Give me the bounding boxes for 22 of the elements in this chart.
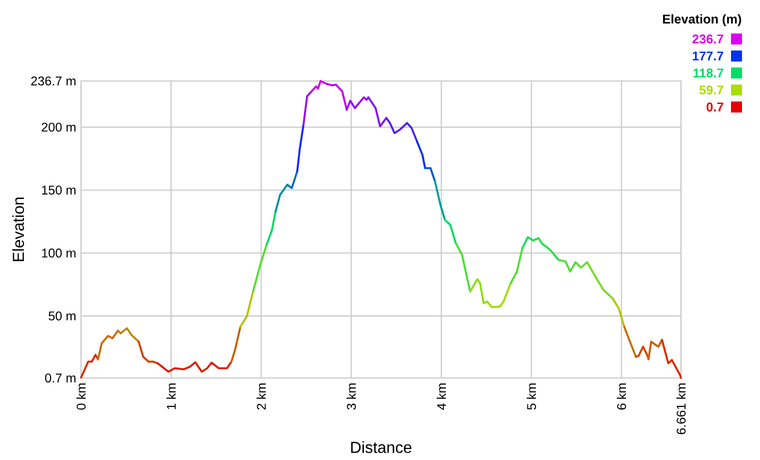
x-tick-label: 4 km bbox=[436, 384, 446, 410]
y-tick-label: 0.7 m bbox=[45, 374, 76, 382]
x-tick-label: 2 km bbox=[256, 384, 266, 410]
text: 0.7 bbox=[706, 102, 724, 112]
y-tick-label: 100 m bbox=[42, 248, 76, 258]
y-tick-label: 236.7 m bbox=[31, 76, 76, 86]
x-tick-label: 3 km bbox=[346, 384, 356, 410]
y-tick-label: 200 m bbox=[42, 122, 76, 132]
x-tick-label: 1 km bbox=[166, 384, 176, 410]
x-tick-label: 5 km bbox=[526, 384, 536, 410]
x-tick-label: 6.661 km bbox=[676, 384, 686, 434]
text: 177.7 bbox=[692, 52, 724, 60]
y-tick-label: 50 m bbox=[48, 311, 76, 320]
x-tick-label: 6 km bbox=[616, 384, 626, 410]
text: 236.7 bbox=[692, 34, 724, 44]
text: 59.7 bbox=[699, 86, 724, 94]
y-axis-title: Elevation bbox=[12, 198, 24, 262]
text: 118.7 bbox=[694, 68, 724, 78]
color-bar-title: Elevation (m) bbox=[663, 14, 742, 26]
x-tick-label: 0 km bbox=[76, 384, 86, 410]
x-axis-title: Distance bbox=[351, 441, 412, 454]
y-tick-label: 150 m bbox=[42, 186, 76, 195]
